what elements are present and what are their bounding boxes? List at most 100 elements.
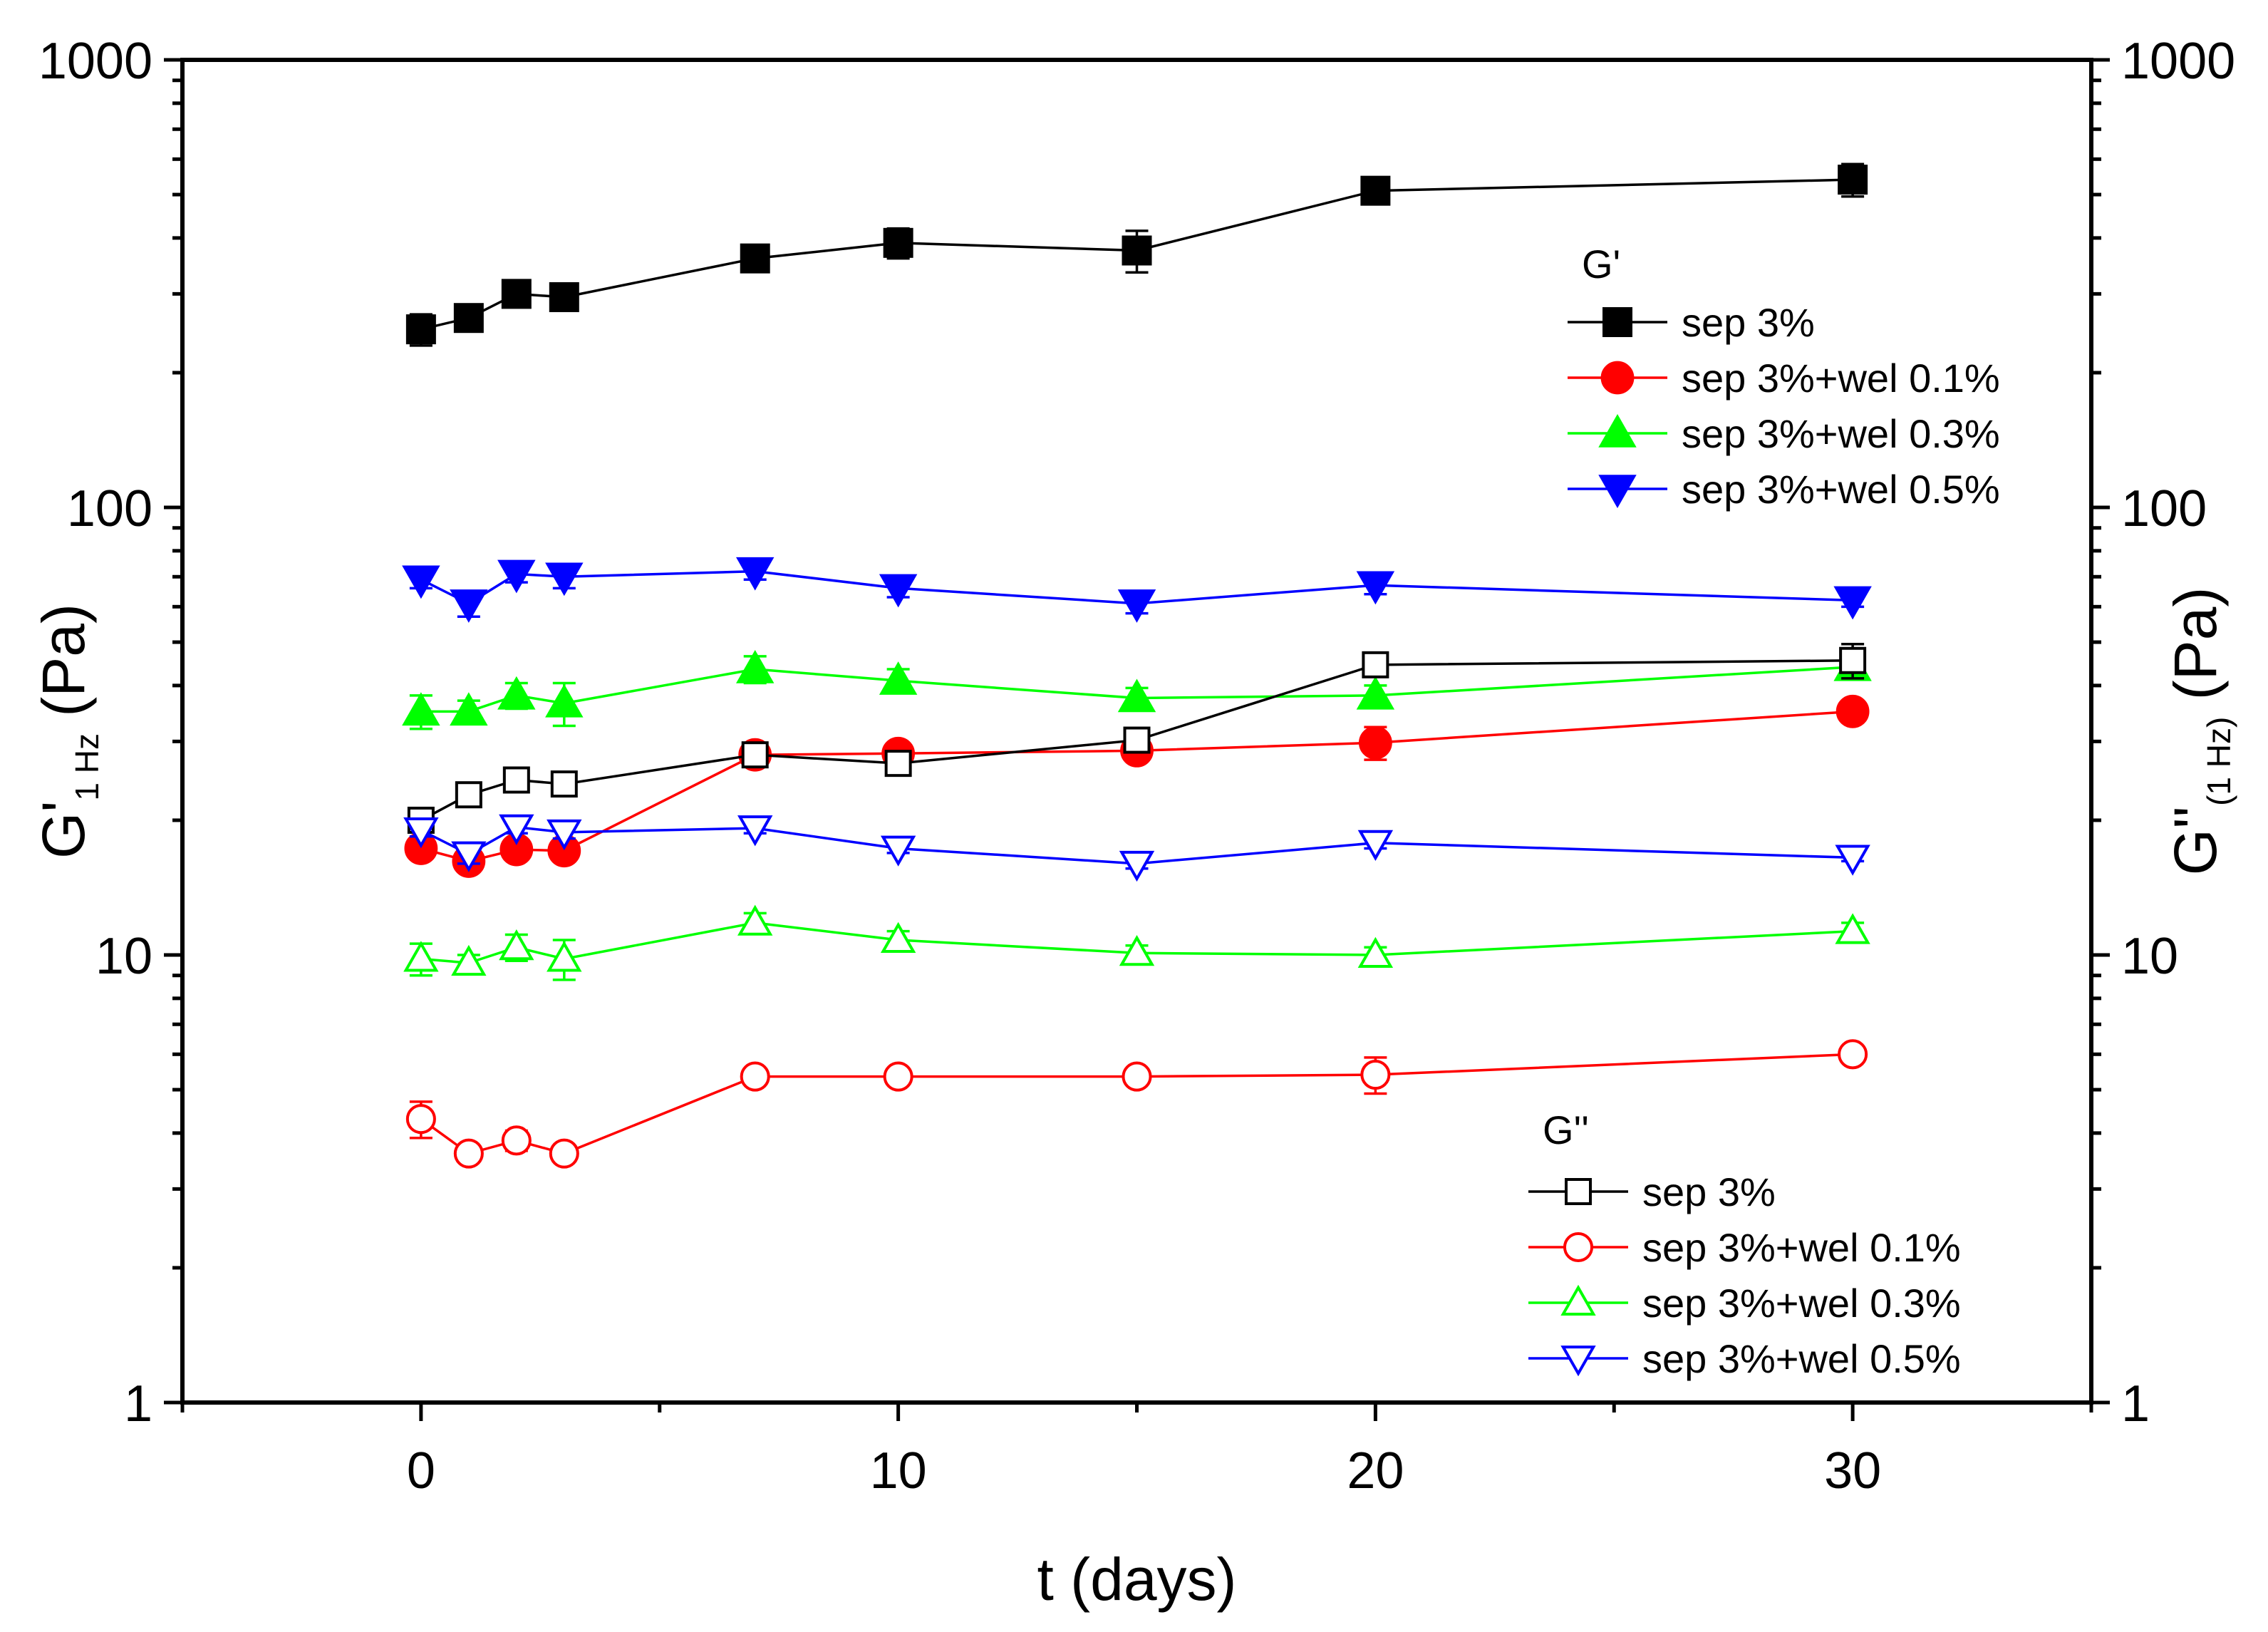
- data-point: [453, 1138, 484, 1169]
- x-tick-label: 0: [407, 1442, 435, 1499]
- y-right-tick-label: 100: [2121, 480, 2207, 537]
- data-point: [1119, 850, 1155, 882]
- legend-title: G': [1582, 242, 1620, 286]
- legend-label: sep 3%: [1682, 300, 1815, 345]
- data-point: [450, 692, 488, 726]
- data-point: [879, 574, 918, 608]
- data-point: [451, 944, 487, 976]
- data-point: [735, 650, 775, 683]
- legend-marker: [1598, 413, 1637, 448]
- data-point: [1838, 1039, 1868, 1070]
- y-left-title-unit: (Pa): [30, 604, 97, 733]
- y-right-tick-label: 1: [2121, 1375, 2150, 1432]
- data-point: [545, 683, 584, 718]
- data-point: [1358, 725, 1392, 760]
- data-point: [501, 279, 532, 309]
- series-gprime-0: [405, 162, 1868, 347]
- data-point: [499, 929, 534, 961]
- data-point: [1838, 165, 1868, 195]
- series-gdoubleprime-5: [405, 1039, 1868, 1169]
- data-point: [883, 1061, 913, 1092]
- data-point: [740, 243, 770, 274]
- data-point: [735, 557, 775, 591]
- legend-label: sep 3%+wel 0.3%: [1642, 1281, 1961, 1326]
- data-point: [405, 314, 436, 345]
- y-right-title-main: G'': [2162, 806, 2229, 875]
- data-point: [1835, 845, 1870, 876]
- x-tick-label: 30: [1824, 1442, 1881, 1499]
- data-point: [1360, 1060, 1391, 1090]
- data-point: [880, 835, 916, 867]
- data-point: [549, 1138, 579, 1169]
- data-point: [1356, 676, 1395, 710]
- data-point: [403, 941, 439, 972]
- data-point: [499, 814, 534, 845]
- legend-label: sep 3%+wel 0.5%: [1682, 467, 2000, 512]
- data-point: [1123, 726, 1151, 754]
- data-point: [737, 815, 773, 847]
- legend-marker: [1560, 1284, 1596, 1316]
- tick-labels-layer: 0 10 20 30 1 1 10 10 100 100 1000 1000: [38, 33, 2235, 1499]
- data-point: [737, 904, 773, 936]
- y-left-tick-label: 10: [95, 928, 152, 985]
- y-right-tick-label: 10: [2121, 928, 2178, 985]
- data-point: [502, 766, 530, 794]
- data-point: [883, 227, 913, 258]
- series-gdoubleprime-6: [403, 904, 1870, 981]
- data-point: [1119, 935, 1155, 966]
- data-point: [1835, 913, 1870, 944]
- data-point: [1117, 589, 1156, 623]
- data-point: [405, 1104, 436, 1135]
- legend-layer: G' sep 3% sep 3%+wel 0.1% sep 3%+wel 0.3% se…: [1528, 242, 2000, 1381]
- data-point: [879, 661, 918, 695]
- data-point: [1356, 571, 1395, 605]
- y-left-tick-label: 1: [124, 1375, 152, 1432]
- y-left-title-sub: 1 Hz: [68, 733, 105, 801]
- data-point: [884, 750, 912, 778]
- data-point: [1360, 175, 1391, 206]
- legend-gprime: G' sep 3% sep 3%+wel 0.1% sep 3%+wel 0.3% se…: [1568, 242, 2000, 512]
- legend-label: sep 3%: [1642, 1169, 1776, 1214]
- data-point: [450, 589, 488, 623]
- data-point: [1839, 646, 1867, 674]
- legend-title: G'': [1543, 1107, 1589, 1152]
- data-point: [550, 770, 578, 798]
- data-point: [1835, 694, 1870, 728]
- data-point: [497, 559, 536, 594]
- data-point: [497, 676, 536, 710]
- data-point: [402, 692, 440, 726]
- plot-frame: [180, 58, 2093, 1405]
- data-point: [1833, 586, 1872, 620]
- data-point: [547, 941, 582, 972]
- legend-marker: [1565, 1178, 1592, 1205]
- legend-gdoubleprime: G'' sep 3% sep 3%+wel 0.1% sep 3%+wel 0.3% s…: [1528, 1107, 1961, 1381]
- data-point: [455, 781, 482, 809]
- legend-label: sep 3%+wel 0.1%: [1682, 356, 2000, 401]
- data-point: [402, 565, 440, 599]
- data-point: [1117, 678, 1156, 713]
- series-gprime-3: [402, 557, 1872, 623]
- y-right-tick-label: 1000: [2121, 33, 2235, 90]
- data-point: [1122, 235, 1152, 266]
- data-point: [1362, 651, 1389, 678]
- y-left-title-main: G': [30, 801, 97, 859]
- legend-marker: [1602, 307, 1632, 337]
- legend-marker: [1560, 1346, 1596, 1377]
- legend-marker: [1598, 475, 1637, 509]
- x-tick-label: 10: [870, 1442, 927, 1499]
- series-gprime-1: [404, 694, 1870, 878]
- y-right-title-sub: (1 Hz): [2200, 717, 2237, 806]
- y-right-title-unit: (Pa): [2162, 587, 2229, 717]
- legend-marker: [1563, 1231, 1594, 1263]
- y-axis-left-title: G'1 Hz (Pa): [30, 604, 105, 859]
- data-point: [547, 819, 582, 851]
- legend-label: sep 3%+wel 0.1%: [1642, 1225, 1961, 1270]
- data-point: [741, 741, 769, 769]
- series-gdoubleprime-4: [407, 643, 1867, 834]
- data-point: [1357, 830, 1394, 862]
- data-point: [545, 562, 584, 596]
- y-axis-right-title: G''(1 Hz) (Pa): [2162, 587, 2237, 876]
- data-point: [1122, 1061, 1152, 1092]
- data-point: [451, 841, 487, 872]
- series-gdoubleprime-7: [403, 814, 1870, 882]
